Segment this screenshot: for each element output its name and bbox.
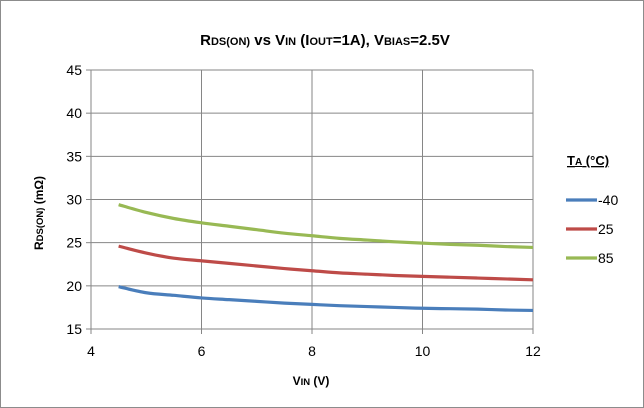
y-tick-label: 45 (66, 62, 82, 78)
x-tick-label: 6 (198, 343, 206, 359)
x-tick-label: 8 (308, 343, 316, 359)
series-line-85 (118, 203, 534, 250)
x-tick-label: 10 (415, 343, 431, 359)
grid (86, 69, 534, 334)
x-tick-label: 12 (525, 343, 541, 359)
chart-title: RDS(ON) vs VIN (IOUT=1A), VBIAS=2.5V (200, 32, 450, 49)
legend-label--40: -40 (598, 192, 618, 208)
legend-label-85: 85 (598, 250, 614, 266)
y-tick-label: 20 (66, 278, 82, 294)
series-line--40 (118, 285, 534, 313)
y-tick-label: 30 (66, 192, 82, 208)
legend-label-25: 25 (598, 221, 614, 237)
series-lines (118, 203, 534, 313)
tick-labels: 15 20 25 30 35 40 45 4 6 8 10 12 (66, 62, 541, 359)
y-tick-label: 15 (66, 321, 82, 337)
y-axis-label: RDS(ON) (mΩ) (32, 176, 46, 250)
series-line-25 (118, 244, 534, 282)
y-tick-label: 40 (66, 105, 82, 121)
legend-title: TA (°C) (567, 153, 609, 168)
legend: TA (°C) -40 25 85 (566, 153, 618, 266)
y-tick-label: 25 (66, 235, 82, 251)
y-tick-label: 35 (66, 148, 82, 164)
x-axis-label: VIN (V) (293, 374, 330, 388)
x-tick-label: 4 (87, 343, 95, 359)
